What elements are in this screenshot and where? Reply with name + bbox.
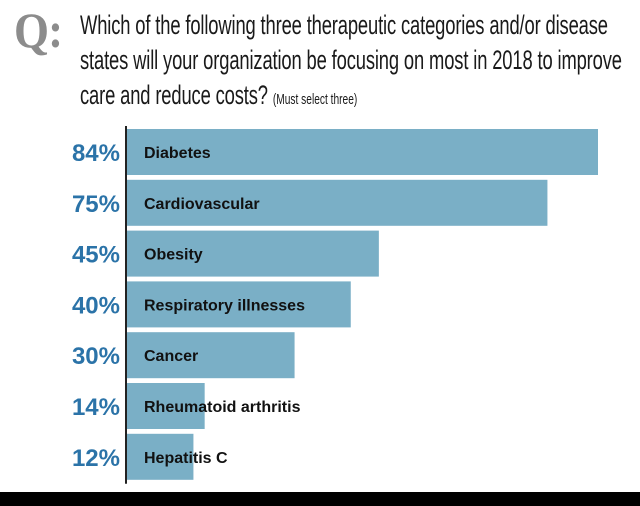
bar-3 [126, 230, 379, 277]
bar-label-2: Cardiovascular [144, 196, 260, 213]
percent-label-6: 14% [72, 394, 120, 421]
percent-label-7: 12% [72, 445, 120, 472]
percent-label-5: 30% [72, 343, 120, 370]
bar-4 [126, 281, 351, 328]
percent-label-2: 75% [72, 191, 120, 218]
bar-label-5: Cancer [144, 348, 198, 365]
bar-1 [126, 129, 598, 175]
bar-label-4: Respiratory illnesses [144, 297, 305, 314]
bar-6 [126, 383, 205, 429]
bottom-rule [0, 492, 640, 506]
percent-label-3: 45% [72, 242, 120, 269]
bar-label-1: Diabetes [144, 145, 211, 162]
percent-label-4: 40% [72, 292, 120, 319]
percent-label-1: 84% [72, 140, 120, 167]
bar-label-3: Obesity [144, 247, 203, 264]
bar-5 [126, 332, 295, 379]
bar-7 [126, 433, 194, 480]
question-body: Which of the following three therapeutic… [80, 10, 622, 110]
question-note: (Must select three) [272, 91, 358, 108]
question-marker: Q: [14, 2, 63, 58]
question-text: Which of the following three therapeutic… [80, 8, 638, 117]
bar-label-7: Hepatitis C [144, 450, 228, 467]
bar-2 [126, 179, 548, 226]
bar-label-6: Rheumatoid arthritis [144, 399, 301, 416]
